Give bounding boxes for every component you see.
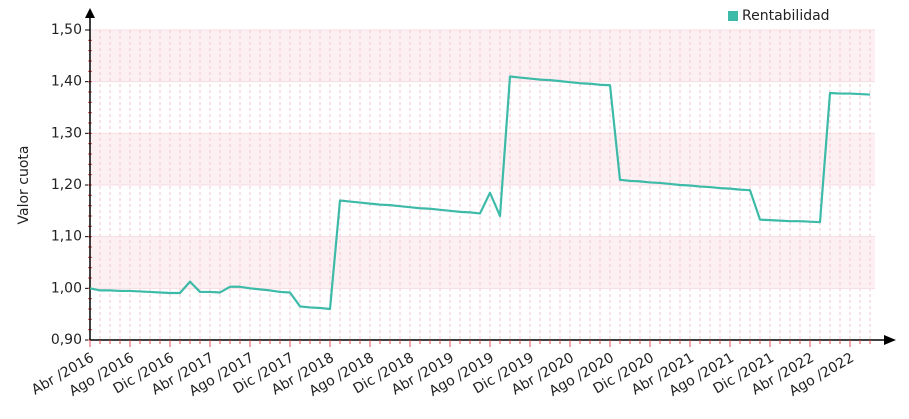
legend-swatch — [728, 11, 738, 21]
y-tick-label: 1,00 — [51, 280, 82, 296]
grid-band — [90, 133, 875, 185]
grid-band — [90, 30, 875, 82]
y-tick-label: 1,30 — [51, 125, 82, 141]
grid-band — [90, 236, 875, 289]
series-line — [89, 75, 871, 311]
x-axis-arrow — [884, 335, 896, 345]
y-tick-label: 1,50 — [51, 22, 82, 38]
y-axis-label: Valor cuota — [16, 146, 32, 225]
y-tick-label: 1,20 — [51, 177, 82, 193]
y-tick-label: 0,90 — [51, 332, 82, 348]
legend-label: Rentabilidad — [742, 8, 830, 24]
y-tick-label: 1,40 — [51, 74, 82, 90]
y-axis-arrow — [85, 8, 95, 18]
y-tick-label: 1,10 — [51, 229, 82, 245]
